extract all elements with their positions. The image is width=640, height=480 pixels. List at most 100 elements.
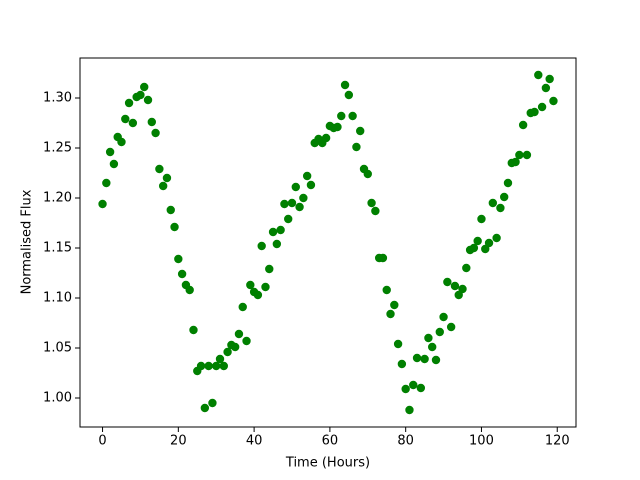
data-point [117,137,126,147]
data-point [454,290,463,300]
data-point [518,120,528,130]
data-point [481,244,490,254]
data-point [177,269,187,279]
data-point [386,309,395,319]
data-point [390,300,399,310]
data-point [382,285,391,295]
data-point [534,70,543,80]
data-point [473,236,482,246]
data-point [128,118,138,128]
data-point [295,202,304,212]
data-point [185,285,194,295]
data-point [246,280,255,290]
data-point [462,263,471,273]
data-point [268,227,278,237]
data-point [492,233,501,243]
data-point [371,206,380,216]
data-point [234,329,244,339]
data-point [499,192,509,202]
data-point [170,222,179,232]
data-point [143,95,153,105]
data-point [409,380,418,390]
data-point [515,150,524,160]
data-point [352,142,361,152]
data-point [420,354,429,364]
data-point [174,254,183,264]
y-tick-label: 1.20 [43,191,72,206]
data-point [511,157,520,167]
data-point [238,302,247,312]
data-point [204,361,213,371]
data-point [405,405,414,415]
data-point [280,199,289,209]
y-tick-label: 1.30 [43,91,72,106]
data-point [124,98,134,108]
data-point [212,361,221,371]
data-point [196,361,206,371]
x-tick-label: 120 [545,434,570,449]
data-point [545,74,554,84]
data-point [450,281,460,291]
data-point [541,83,551,93]
axes-frame [79,57,577,428]
x-tick-label: 20 [170,434,187,449]
data-point [291,182,300,192]
data-point [306,180,316,190]
data-point [166,205,175,215]
data-point [537,102,547,112]
data-point [257,241,266,251]
data-point [136,90,145,100]
data-point [223,347,232,357]
data-point [147,117,157,127]
y-tick-label: 1.05 [43,341,72,356]
y-tick-label: 1.00 [43,391,72,406]
data-point [242,336,251,346]
data-point [428,342,437,352]
data-point [287,198,297,208]
data-point [484,238,494,248]
data-point [344,90,354,100]
data-point [151,128,160,138]
data-point [363,169,372,179]
data-point [299,193,308,203]
data-point [348,111,357,121]
data-point [321,133,331,143]
data-point [276,225,285,235]
x-tick-label: 0 [98,434,106,449]
y-axis-label: Normalised Flux [20,189,35,294]
data-point [443,277,452,287]
y-tick-label: 1.15 [43,241,72,256]
data-point [261,282,270,292]
data-point [208,398,217,408]
data-point [416,383,426,393]
data-point [189,325,198,335]
data-point [431,355,441,365]
data-point [158,181,168,191]
data-point [496,203,505,213]
data-point [109,159,119,169]
x-tick-label: 40 [246,434,263,449]
data-point [98,199,107,209]
data-point [284,214,293,224]
data-point [397,359,407,369]
data-point [378,253,388,263]
data-point [333,122,342,132]
data-point [469,243,479,253]
data-point [265,264,274,274]
x-axis-label: Time (Hours) [285,456,370,471]
x-tick-label: 60 [322,434,339,449]
x-tick-label: 100 [469,434,494,449]
data-point [337,111,346,121]
data-point [140,82,149,92]
data-point [477,214,486,224]
data-point [253,290,263,300]
data-point [219,361,228,371]
data-point [367,198,376,208]
data-point [230,342,240,352]
data-point [446,322,456,332]
data-point [200,403,210,413]
data-point [458,284,467,294]
data-point [424,333,433,343]
